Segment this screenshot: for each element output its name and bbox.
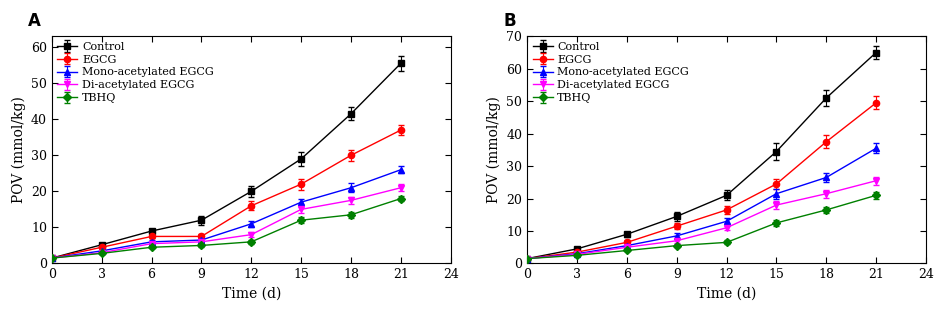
Y-axis label: POV (mmol/kg): POV (mmol/kg) — [11, 96, 25, 203]
X-axis label: Time (d): Time (d) — [222, 287, 280, 301]
Legend: Control, EGCG, Mono-acetylated EGCG, Di-acetylated EGCG, TBHQ: Control, EGCG, Mono-acetylated EGCG, Di-… — [530, 40, 690, 105]
Y-axis label: POV (mmol/kg): POV (mmol/kg) — [486, 96, 500, 203]
X-axis label: Time (d): Time (d) — [696, 287, 755, 301]
Text: A: A — [28, 12, 41, 30]
Text: B: B — [503, 12, 515, 30]
Legend: Control, EGCG, Mono-acetylated EGCG, Di-acetylated EGCG, TBHQ: Control, EGCG, Mono-acetylated EGCG, Di-… — [55, 40, 215, 105]
